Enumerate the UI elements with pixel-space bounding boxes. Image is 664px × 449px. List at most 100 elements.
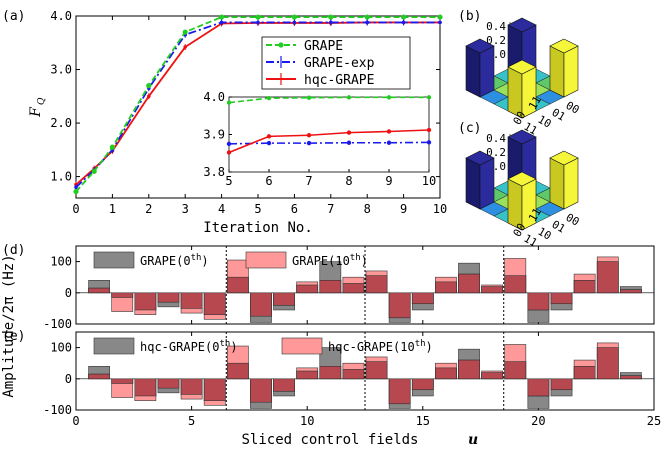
data-point xyxy=(183,45,187,49)
data-point xyxy=(73,188,79,195)
bar-overlap xyxy=(435,367,457,380)
bar-side-front xyxy=(507,178,523,231)
bar-overlap xyxy=(273,378,295,392)
inset-y-tick-label: 4.0 xyxy=(203,90,225,104)
panel-a-ylabel: F Q xyxy=(28,97,47,118)
z-tick-label: 0.2 xyxy=(486,34,506,47)
panel-e-xlabel-text: Sliced control fields xyxy=(241,432,418,448)
inset-data-point xyxy=(226,100,232,105)
legend-hqc-label: hqc-GRAPE xyxy=(304,73,374,88)
bar-overlap xyxy=(134,378,157,397)
inset-x-tick-label: 8 xyxy=(345,174,352,188)
data-point xyxy=(256,20,260,25)
y-tick-label: 1.0 xyxy=(50,170,72,184)
row-label: 11 xyxy=(522,232,540,250)
panel-a-xlabel: Iteration No. xyxy=(203,220,313,236)
panel-a-inset: 5 6 7 8 9 10 3.8 3.9 4.0 xyxy=(203,90,436,188)
data-point xyxy=(219,14,225,20)
data-point xyxy=(328,14,334,20)
bar-side-right xyxy=(563,45,579,98)
bar-overlap xyxy=(273,292,295,306)
bar-side-front xyxy=(549,157,565,210)
bar-overlap xyxy=(296,284,319,294)
bar-side-front xyxy=(507,66,523,119)
inset-data-point xyxy=(346,140,352,145)
bar-top xyxy=(465,38,495,54)
bar-top xyxy=(507,17,537,33)
y-tick-label: 0 xyxy=(65,286,72,300)
bar-top xyxy=(507,171,537,187)
panel-a-legend: GRAPE GRAPE-exp hqc-GRAPE xyxy=(261,36,411,90)
bar-side-front xyxy=(549,45,565,98)
bar-side-front xyxy=(465,157,481,210)
x-tick-label: 8 xyxy=(364,202,371,216)
bar-overlap xyxy=(550,378,573,391)
legend-10th-close: ) xyxy=(361,254,368,268)
bar-overlap xyxy=(226,362,249,380)
bar-overlap xyxy=(411,378,434,391)
bar-overlap xyxy=(504,361,527,380)
data-point xyxy=(292,20,297,25)
bar-top xyxy=(507,59,537,75)
inset-data-point xyxy=(226,141,232,147)
bar-side-right xyxy=(479,45,495,98)
bar-side-front xyxy=(465,45,481,98)
panel-label: (b) xyxy=(458,9,481,24)
row-label: 10 xyxy=(536,225,554,243)
bar-overlap xyxy=(157,378,180,389)
inset-data-point xyxy=(426,95,432,100)
data-point xyxy=(401,20,406,25)
x-tick-label: 2 xyxy=(145,202,152,216)
inset-y-tick-label: 3.8 xyxy=(203,165,225,179)
legend-10th-sup: th xyxy=(350,253,361,263)
bar-overlap xyxy=(365,275,388,294)
inset-line-grape-exp xyxy=(228,141,430,145)
data-point xyxy=(109,144,115,150)
col-label: 00 xyxy=(511,109,529,127)
bar-overlap xyxy=(573,280,596,294)
bar-overlap xyxy=(620,375,642,380)
y-tick-label: 100 xyxy=(50,255,72,269)
panel-e-xlabel-var: u xyxy=(468,432,478,448)
panel-a-ylabel-main: F xyxy=(28,106,44,118)
data-point xyxy=(329,20,333,25)
bar-overlap xyxy=(481,286,504,294)
data-point xyxy=(74,185,78,190)
bar-top xyxy=(507,129,537,145)
inset-y-tick-label: 3.9 xyxy=(203,128,225,142)
data-point xyxy=(255,14,261,20)
x-tick-label: 3 xyxy=(182,202,189,216)
bar-overlap xyxy=(596,347,619,380)
data-point xyxy=(291,14,297,20)
inset-x-tick-label: 5 xyxy=(225,174,232,188)
x-tick-label: 1 xyxy=(109,202,116,216)
y-tick-label: 3.0 xyxy=(50,63,72,77)
series-line-grape-exp xyxy=(75,21,440,188)
inset-data-point xyxy=(226,150,232,155)
panel-a-line-chart: (a) 0 1 2 3 4 5 6 7 8 9 101.02.03.04.0 Iteration N… xyxy=(2,9,447,236)
inset-data-point xyxy=(346,130,352,135)
shared-ylabel: Amplitude/2π (Hz) xyxy=(1,254,17,397)
inset-data-point xyxy=(266,140,272,146)
data-point xyxy=(437,14,443,20)
bar-overlap xyxy=(458,273,480,294)
legend-10th-label: hqc-GRAPE(10th) xyxy=(328,339,433,354)
bar-overlap xyxy=(435,281,457,294)
inset-data-point xyxy=(306,133,312,138)
panel-d-bar-chart: (d) -100 0 100 GRAPE(0th) GRAPE(10th) xyxy=(2,243,655,331)
inset-data-point xyxy=(426,127,432,133)
bar-overlap xyxy=(527,378,550,397)
legend-0th-sup: th xyxy=(219,339,230,349)
inset-x-tick-label: 10 xyxy=(422,174,436,188)
y-tick-label: 0 xyxy=(65,372,72,386)
panel-a-label: (a) xyxy=(2,9,25,24)
y-tick-label: 2.0 xyxy=(50,116,72,130)
data-point xyxy=(219,20,224,25)
x-tick-label: 25 xyxy=(647,414,661,428)
x-tick-label: 20 xyxy=(531,414,545,428)
bar-overlap xyxy=(481,372,504,380)
x-tick-label: 0 xyxy=(72,414,79,428)
row-label: 10 xyxy=(536,113,554,131)
